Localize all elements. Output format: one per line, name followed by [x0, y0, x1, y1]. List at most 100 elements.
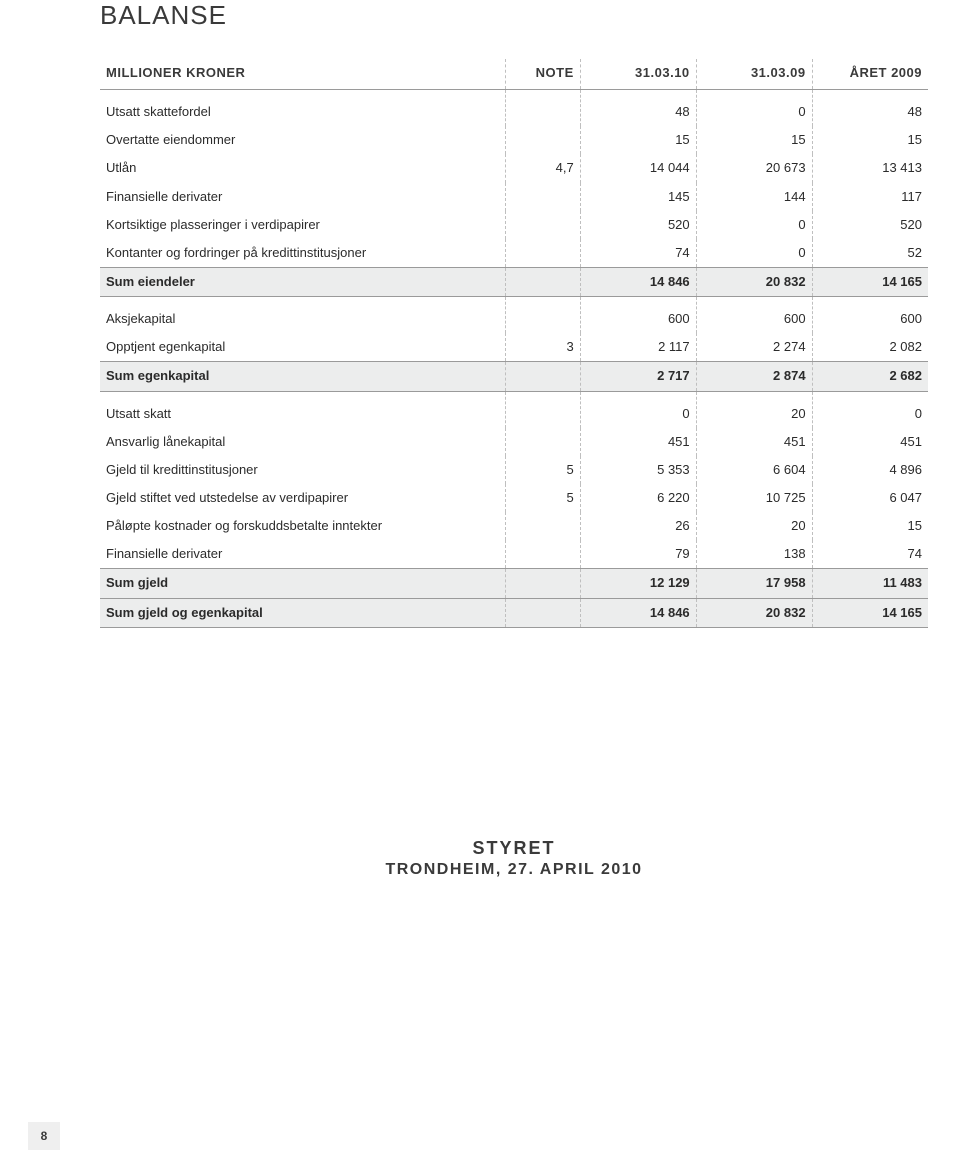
row-col2: 10 725	[696, 484, 812, 512]
row-label: Kontanter og fordringer på kredittinstit…	[100, 239, 506, 268]
row-label: Sum gjeld	[100, 569, 506, 598]
table-row: Finansielle derivater 7913874	[100, 540, 928, 569]
row-label: Gjeld til kredittinstitusjoner	[100, 456, 506, 484]
row-label: Utlån	[100, 154, 506, 182]
row-col3: 48	[812, 90, 928, 127]
row-label: Sum eiendeler	[100, 267, 506, 296]
row-col1: 14 846	[580, 267, 696, 296]
row-col3: 15	[812, 126, 928, 154]
balance-table: MILLIONER KRONER NOTE 31.03.10 31.03.09 …	[100, 59, 928, 628]
header-col1: 31.03.10	[580, 59, 696, 90]
row-label: Finansielle derivater	[100, 183, 506, 211]
row-note	[506, 540, 581, 569]
row-label: Sum gjeld og egenkapital	[100, 598, 506, 627]
row-col2: 20	[696, 391, 812, 428]
table-row: Gjeld til kredittinstitusjoner55 3536 60…	[100, 456, 928, 484]
table-row: Sum eiendeler 14 84620 83214 165	[100, 267, 928, 296]
table-row: Ansvarlig lånekapital451451451	[100, 428, 928, 456]
row-col3: 11 483	[812, 569, 928, 598]
row-col1: 600	[580, 297, 696, 334]
row-note	[506, 512, 581, 540]
row-col3: 520	[812, 211, 928, 239]
row-label: Opptjent egenkapital	[100, 333, 506, 362]
row-col1: 15	[580, 126, 696, 154]
row-col1: 2 717	[580, 362, 696, 391]
row-col1: 79	[580, 540, 696, 569]
row-col2: 20 832	[696, 267, 812, 296]
table-row: Utsatt skattefordel48048	[100, 90, 928, 127]
row-label: Gjeld stiftet ved utstedelse av verdipap…	[100, 484, 506, 512]
table-row: Aksjekapital600600600	[100, 297, 928, 334]
row-note: 5	[506, 456, 581, 484]
table-body: Utsatt skattefordel48048Overtatte eiendo…	[100, 90, 928, 628]
row-note	[506, 183, 581, 211]
table-row: Sum gjeld 12 12917 95811 483	[100, 569, 928, 598]
page-number-badge: 8	[28, 1122, 60, 1150]
row-col2: 20	[696, 512, 812, 540]
row-label: Finansielle derivater	[100, 540, 506, 569]
row-note	[506, 598, 581, 627]
table-row: Sum gjeld og egenkapital14 84620 83214 1…	[100, 598, 928, 627]
page-number-text: 8	[41, 1129, 48, 1143]
row-col2: 0	[696, 239, 812, 268]
row-col1: 520	[580, 211, 696, 239]
table-row: Utsatt skatt0200	[100, 391, 928, 428]
row-col2: 6 604	[696, 456, 812, 484]
row-col1: 6 220	[580, 484, 696, 512]
row-col2: 138	[696, 540, 812, 569]
table-row: Sum egenkapital2 7172 8742 682	[100, 362, 928, 391]
row-col2: 17 958	[696, 569, 812, 598]
row-col3: 4 896	[812, 456, 928, 484]
row-note: 5	[506, 484, 581, 512]
row-col1: 451	[580, 428, 696, 456]
table-row: Opptjent egenkapital32 1172 2742 082	[100, 333, 928, 362]
row-col1: 12 129	[580, 569, 696, 598]
row-col3: 0	[812, 391, 928, 428]
row-col1: 5 353	[580, 456, 696, 484]
row-note	[506, 90, 581, 127]
row-col3: 2 082	[812, 333, 928, 362]
row-note: 3	[506, 333, 581, 362]
table-row: Kortsiktige plasseringer i verdipapirer 5…	[100, 211, 928, 239]
table-row: Gjeld stiftet ved utstedelse av verdipap…	[100, 484, 928, 512]
table-header-row: MILLIONER KRONER NOTE 31.03.10 31.03.09 …	[100, 59, 928, 90]
table-row: Påløpte kostnader og forskuddsbetalte in…	[100, 512, 928, 540]
row-note	[506, 211, 581, 239]
signature-line1: STYRET	[100, 838, 928, 859]
row-label: Utsatt skatt	[100, 391, 506, 428]
header-label: MILLIONER KRONER	[100, 59, 506, 90]
content-area: BALANSE MILLIONER KRONER NOTE 31.03.10 3…	[0, 0, 960, 879]
row-col1: 74	[580, 239, 696, 268]
row-note	[506, 362, 581, 391]
header-note: NOTE	[506, 59, 581, 90]
row-label: Ansvarlig lånekapital	[100, 428, 506, 456]
row-note: 4,7	[506, 154, 581, 182]
row-col1: 14 044	[580, 154, 696, 182]
row-col2: 451	[696, 428, 812, 456]
row-label: Kortsiktige plasseringer i verdipapirer	[100, 211, 506, 239]
row-col3: 74	[812, 540, 928, 569]
row-col2: 600	[696, 297, 812, 334]
row-note	[506, 239, 581, 268]
row-label: Sum egenkapital	[100, 362, 506, 391]
row-col1: 2 117	[580, 333, 696, 362]
row-col2: 2 274	[696, 333, 812, 362]
row-col3: 6 047	[812, 484, 928, 512]
row-col2: 144	[696, 183, 812, 211]
row-col3: 14 165	[812, 598, 928, 627]
row-col3: 451	[812, 428, 928, 456]
page: BALANSE MILLIONER KRONER NOTE 31.03.10 3…	[0, 0, 960, 1176]
row-col1: 26	[580, 512, 696, 540]
row-note	[506, 297, 581, 334]
row-col3: 117	[812, 183, 928, 211]
row-col1: 145	[580, 183, 696, 211]
row-col3: 13 413	[812, 154, 928, 182]
row-col3: 15	[812, 512, 928, 540]
row-label: Aksjekapital	[100, 297, 506, 334]
row-note	[506, 428, 581, 456]
row-col3: 14 165	[812, 267, 928, 296]
header-col3: ÅRET 2009	[812, 59, 928, 90]
row-col1: 48	[580, 90, 696, 127]
row-col2: 0	[696, 90, 812, 127]
row-label: Påløpte kostnader og forskuddsbetalte in…	[100, 512, 506, 540]
